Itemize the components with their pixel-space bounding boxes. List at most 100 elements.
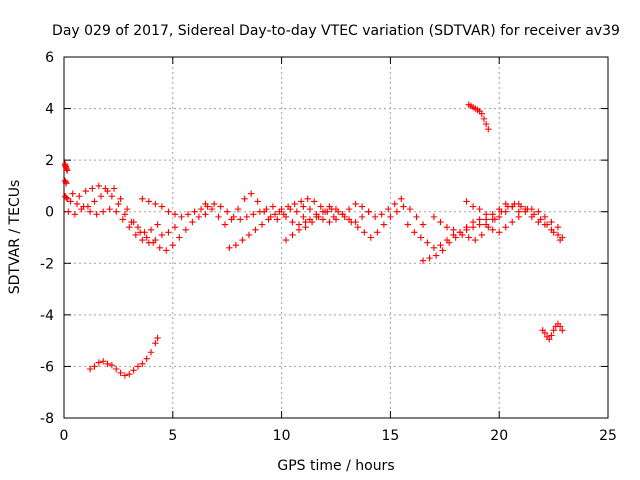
data-point (117, 195, 124, 203)
series-arc-mid-4 (282, 203, 427, 244)
data-point (417, 234, 425, 241)
data-point (419, 257, 427, 264)
data-point (128, 218, 135, 226)
data-points (61, 101, 566, 379)
data-point (365, 208, 372, 215)
x-axis-label: GPS time / hours (277, 458, 394, 474)
data-point (332, 216, 340, 223)
data-point (528, 205, 536, 213)
x-axis: 0 5 10 15 20 25 (60, 57, 617, 444)
data-point (443, 223, 451, 231)
series-arc-late-2 (419, 200, 564, 264)
data-point (97, 193, 105, 200)
data-point (413, 213, 420, 221)
data-point (293, 208, 301, 215)
data-point (328, 205, 335, 213)
data-point (163, 247, 170, 254)
data-point (106, 205, 113, 213)
data-point (80, 203, 87, 210)
data-point (243, 213, 250, 221)
data-point (158, 203, 166, 210)
data-point (469, 203, 477, 210)
data-point (184, 211, 192, 218)
data-point (559, 327, 566, 334)
data-point (541, 329, 549, 337)
data-point (548, 332, 555, 339)
data-point (64, 167, 71, 174)
data-point (439, 247, 446, 254)
data-point (282, 236, 290, 244)
data-point (156, 244, 163, 252)
data-point (271, 211, 279, 218)
data-point (134, 223, 142, 231)
data-point (432, 252, 440, 259)
data-point (152, 340, 159, 347)
data-point (502, 223, 509, 231)
data-point (528, 213, 536, 221)
series-arc-high-late (465, 101, 492, 133)
data-point (250, 211, 257, 218)
data-point (482, 221, 490, 228)
data-point (291, 200, 298, 208)
chart-title: Day 029 of 2017, Sidereal Day-to-day VTE… (52, 23, 620, 39)
data-point (496, 213, 503, 221)
data-point (297, 198, 305, 205)
data-point (463, 198, 470, 205)
data-point (76, 193, 83, 200)
series-arc-mid-3 (226, 195, 338, 252)
data-point (278, 205, 285, 213)
data-point (554, 223, 562, 231)
data-point (119, 216, 126, 223)
series-arc-early-3 (69, 182, 161, 236)
data-point (334, 208, 342, 215)
data-point (478, 231, 485, 239)
data-point (178, 213, 185, 221)
data-point (63, 165, 70, 173)
data-point (358, 203, 366, 210)
x-tick-label-5: 25 (599, 428, 617, 444)
data-point (289, 218, 296, 226)
data-point (300, 203, 307, 210)
y-tick-label-1: -6 (40, 359, 54, 375)
data-point (371, 213, 379, 221)
data-point (152, 236, 159, 244)
data-point (326, 218, 333, 226)
data-point (265, 216, 272, 223)
data-point (550, 327, 557, 334)
data-point (210, 200, 218, 208)
data-point (308, 218, 316, 226)
data-point (143, 234, 150, 241)
data-point (154, 334, 161, 342)
data-point (509, 203, 516, 210)
data-point (121, 372, 129, 379)
data-point (274, 216, 281, 223)
data-point (456, 229, 464, 236)
data-point (113, 208, 120, 215)
data-point (132, 231, 140, 239)
data-point (437, 242, 444, 249)
data-point (202, 211, 209, 218)
y-tick-label-3: -2 (40, 256, 54, 272)
data-point (437, 218, 444, 226)
y-tick-label-0: -8 (40, 411, 54, 427)
data-point (197, 205, 205, 213)
data-point (406, 205, 414, 213)
data-point (91, 198, 98, 205)
data-point (228, 216, 235, 223)
data-point (313, 211, 320, 218)
data-point (165, 229, 172, 236)
data-point (226, 244, 233, 252)
data-point (232, 242, 240, 249)
data-point (472, 236, 479, 244)
data-point (404, 221, 412, 228)
data-point (489, 226, 496, 233)
data-point (241, 195, 248, 203)
data-point (221, 221, 229, 228)
data-point (541, 221, 549, 228)
data-point (385, 205, 392, 213)
data-point (191, 208, 198, 215)
data-point (489, 216, 496, 223)
data-point (541, 213, 549, 221)
data-point (165, 208, 172, 215)
data-point (104, 360, 111, 368)
